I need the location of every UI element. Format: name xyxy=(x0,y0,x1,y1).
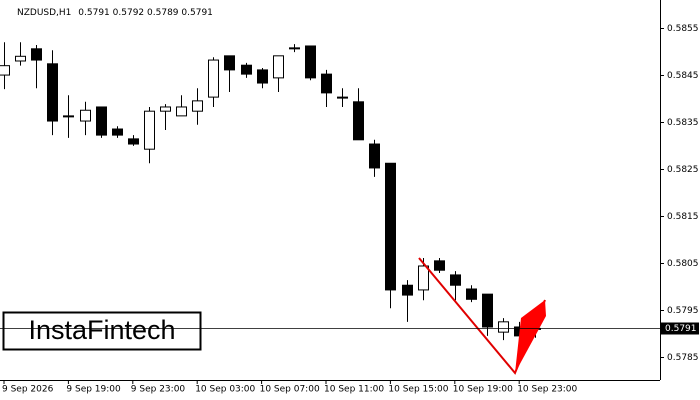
candle-body xyxy=(128,138,139,145)
last-open: 0.5791 xyxy=(78,8,110,18)
candle-body xyxy=(47,63,58,122)
y-tick-label: 0.5795 xyxy=(667,306,699,316)
logo-box xyxy=(2,311,202,351)
candle-body xyxy=(144,110,155,150)
candle-body xyxy=(353,101,364,141)
current-price-box xyxy=(661,322,699,335)
candle-body xyxy=(160,106,171,112)
last-high: 0.5792 xyxy=(113,8,145,18)
y-tick-label: 0.5845 xyxy=(667,71,699,81)
candle-body xyxy=(31,48,42,61)
x-tick-label: 10 Sep 19:00 xyxy=(453,385,513,395)
candle-body xyxy=(450,274,461,286)
candle-body xyxy=(96,106,107,136)
candle-body xyxy=(208,59,219,98)
x-tick-label: 10 Sep 15:00 xyxy=(388,385,448,395)
candle-body xyxy=(321,73,332,94)
candle-body xyxy=(176,106,187,117)
y-tick-label: 0.5805 xyxy=(667,259,699,269)
y-tick-label: 0.5785 xyxy=(667,353,699,363)
chart-title: NZDUSD,H1 xyxy=(17,8,71,18)
current-price-label: 0.5791 xyxy=(665,324,697,334)
candle-body xyxy=(192,100,203,112)
candle-body xyxy=(498,321,509,333)
candle-body xyxy=(369,143,380,169)
last-close: 0.5791 xyxy=(181,8,213,18)
candle-body xyxy=(15,55,26,62)
candle-body xyxy=(224,55,235,71)
candle-body xyxy=(402,284,413,296)
x-tick-label: 10 Sep 11:00 xyxy=(324,385,384,395)
y-tick-label: 0.5815 xyxy=(667,212,699,222)
candle-body xyxy=(289,47,300,50)
last-low: 0.5789 xyxy=(147,8,179,18)
plot-area xyxy=(0,42,541,342)
chart-header: NZDUSD,H1 0.5791 0.5792 0.5789 0.5791 xyxy=(17,8,213,18)
candle-body xyxy=(466,288,477,300)
candle-body xyxy=(0,65,10,76)
candle-body xyxy=(273,55,284,79)
y-tick-label: 0.5825 xyxy=(667,165,699,175)
candle-body xyxy=(241,64,252,75)
candle-body xyxy=(385,162,396,291)
candle-body xyxy=(482,293,493,328)
x-tick-label: 10 Sep 23:00 xyxy=(517,385,577,395)
candle-body xyxy=(80,109,91,122)
candle-body xyxy=(434,260,445,271)
x-tick-label: 10 Sep 03:00 xyxy=(195,385,255,395)
candle-body xyxy=(337,96,348,99)
x-tick-label: 10 Sep 07:00 xyxy=(260,385,320,395)
candle-body xyxy=(112,128,123,136)
candle-body xyxy=(418,265,429,291)
pattern-flag xyxy=(515,300,546,373)
flag-pattern xyxy=(418,257,546,375)
x-tick-label: 9 Sep 2026 xyxy=(2,385,54,395)
x-tick-label: 9 Sep 19:00 xyxy=(66,385,121,395)
y-tick-label: 0.5835 xyxy=(667,118,699,128)
candle-body xyxy=(63,115,74,118)
candle-body xyxy=(305,45,316,79)
x-tick-label: 9 Sep 23:00 xyxy=(131,385,186,395)
candle-body xyxy=(257,69,268,84)
y-tick-label: 0.5855 xyxy=(667,24,699,34)
logo: InstaFintech xyxy=(28,315,175,345)
